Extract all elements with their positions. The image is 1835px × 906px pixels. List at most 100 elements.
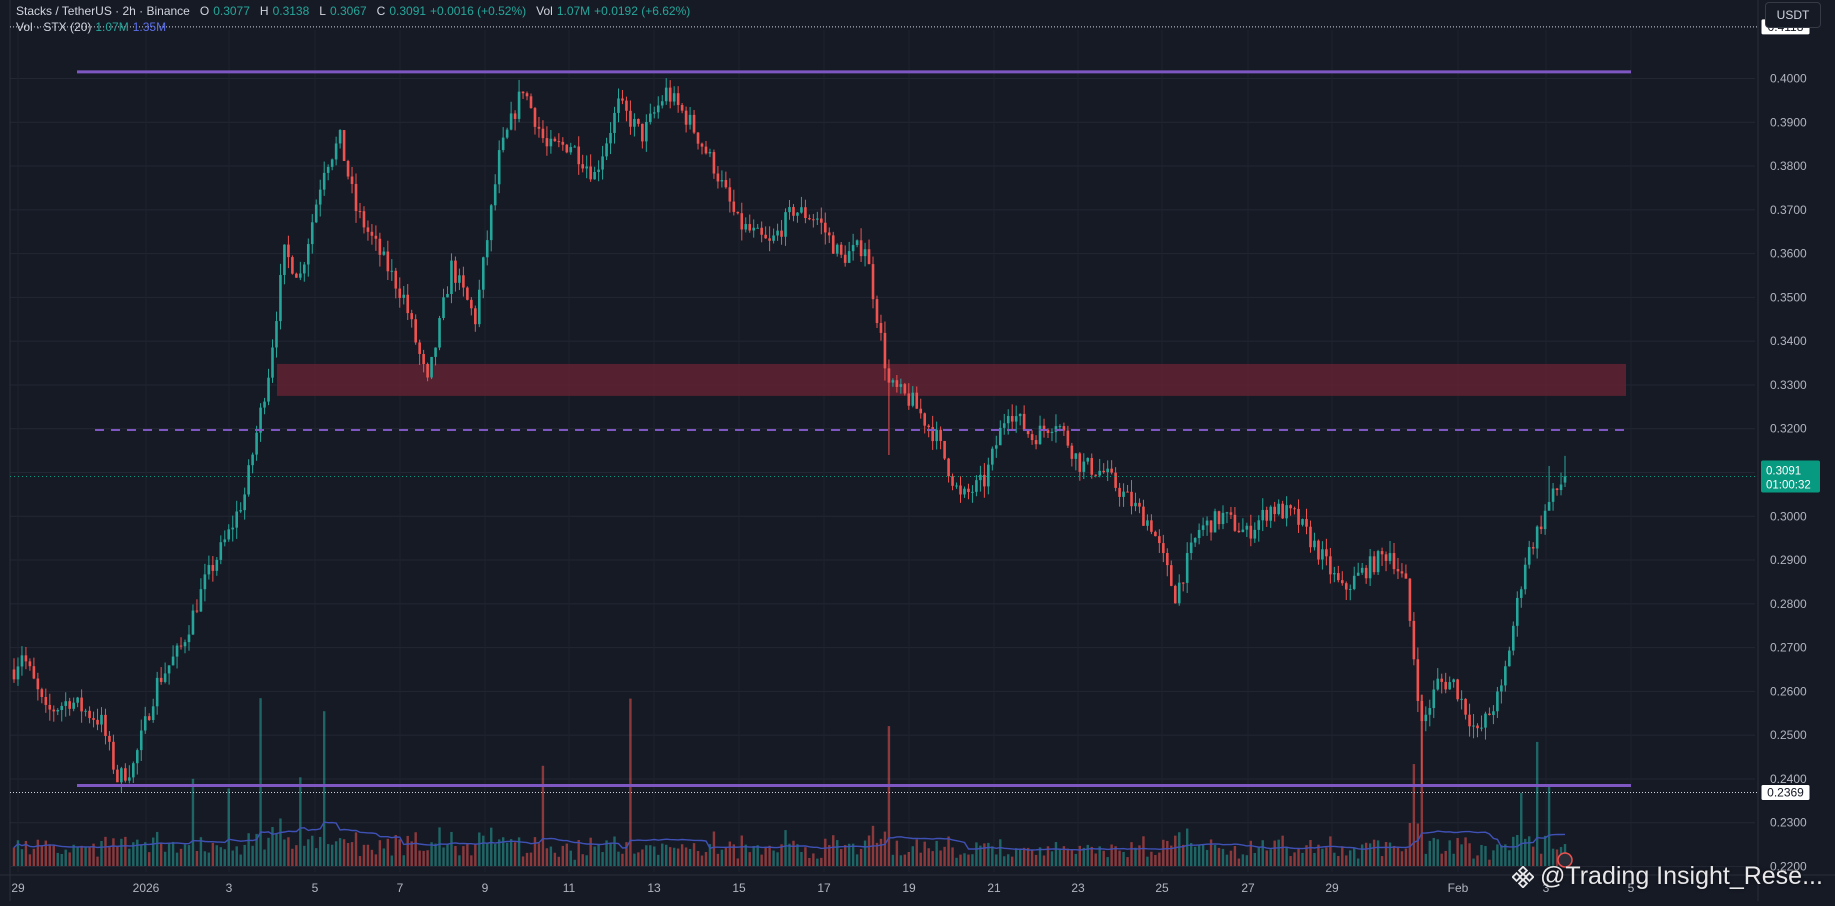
event-marker-icon[interactable] xyxy=(1557,852,1573,868)
volume-bar xyxy=(84,847,87,866)
candle-body xyxy=(744,224,748,230)
volume-bar xyxy=(796,844,799,866)
candle-body xyxy=(430,356,433,378)
candle-body xyxy=(867,249,871,265)
candle-body xyxy=(1555,488,1559,491)
volume-bar xyxy=(919,852,922,866)
volume-bar xyxy=(438,827,441,866)
volume-bar xyxy=(840,849,843,866)
symbol-title[interactable]: Stacks / TetherUS · 2h · Binance xyxy=(16,4,190,18)
volume-bar xyxy=(462,846,465,866)
candle-body xyxy=(991,448,994,465)
candle-body xyxy=(1150,520,1153,532)
volume-bar xyxy=(406,835,409,866)
x-tick-label: 23 xyxy=(1071,881,1085,895)
candle-body xyxy=(855,240,859,246)
volume-bar xyxy=(128,848,131,866)
candle-body xyxy=(279,274,282,322)
candle-body xyxy=(442,297,445,319)
candle-body xyxy=(342,130,346,161)
volume-bar xyxy=(124,836,127,866)
last-price-badge xyxy=(1761,460,1820,493)
volume-bar xyxy=(573,859,576,866)
candle-body xyxy=(36,678,40,690)
candle-body xyxy=(1110,468,1113,473)
volume-bar xyxy=(295,845,298,866)
volume-bar xyxy=(931,851,934,866)
currency-button[interactable]: USDT xyxy=(1765,2,1821,28)
volume-bar xyxy=(1142,836,1145,866)
candle-body xyxy=(609,132,612,144)
volume-bar xyxy=(171,841,175,866)
candle-body xyxy=(1082,461,1086,472)
candle-body xyxy=(175,645,179,657)
volume-bar xyxy=(1257,846,1260,866)
volume-bar xyxy=(1301,852,1304,866)
candle-body xyxy=(84,710,87,712)
candle-body xyxy=(1122,491,1125,497)
volume-bar xyxy=(672,847,676,866)
volume-bar xyxy=(836,840,839,866)
candle-body xyxy=(664,87,668,102)
candle-body xyxy=(318,189,322,205)
candle-body xyxy=(776,230,779,236)
x-tick-label: 9 xyxy=(482,881,489,895)
candle-body xyxy=(656,105,660,113)
candle-body xyxy=(155,677,159,707)
volume-bar xyxy=(1197,845,1201,866)
volume-bar xyxy=(665,844,668,866)
candle-body xyxy=(593,171,596,180)
legend-volume-row: Vol · STX (20) 1.07M 1.35M xyxy=(16,19,690,35)
candle-body xyxy=(147,716,151,721)
x-tick-label: 29 xyxy=(11,881,25,895)
volume-bar xyxy=(414,832,417,866)
volume-bar xyxy=(1078,845,1082,866)
volume-bar xyxy=(108,847,111,866)
volume-bar xyxy=(319,836,322,866)
volume-bar xyxy=(740,835,743,866)
candle-body xyxy=(1281,503,1284,519)
volume-indicator-title[interactable]: Vol · STX (20) xyxy=(16,20,92,34)
volume-bar xyxy=(684,847,688,866)
candle-body xyxy=(1233,514,1237,531)
x-tick-label: 29 xyxy=(1325,881,1339,895)
volume-bar xyxy=(581,854,584,866)
volume-bar xyxy=(708,844,712,866)
candle-body xyxy=(1476,725,1479,729)
high-value: 0.3138 xyxy=(272,4,310,18)
candle-body xyxy=(692,114,696,133)
volume-bar xyxy=(52,845,55,866)
volume-bar xyxy=(350,842,354,866)
volume-bar xyxy=(517,837,521,866)
price-badge-label: 0.2369 xyxy=(1767,786,1804,800)
volume-bar xyxy=(271,827,274,866)
volume-bar xyxy=(1011,856,1014,866)
volume-bar xyxy=(1452,853,1455,866)
volume-bar xyxy=(768,845,771,866)
volume-bar xyxy=(223,849,226,866)
volume-bar xyxy=(199,837,203,866)
x-tick-label: 27 xyxy=(1241,881,1255,895)
volume-bar xyxy=(1281,835,1284,866)
volume-bar xyxy=(565,843,568,866)
candle-body xyxy=(1436,678,1440,690)
candle-body xyxy=(104,714,107,736)
volume-bar xyxy=(736,858,739,866)
y-tick-label: 0.3200 xyxy=(1770,422,1807,436)
candle-body xyxy=(1189,542,1193,554)
volume-bar xyxy=(1158,852,1161,866)
volume-bar xyxy=(167,843,171,866)
volume-bar xyxy=(1551,848,1555,866)
volume-bar xyxy=(879,838,883,866)
volume-bar xyxy=(1261,840,1264,866)
price-change: +0.0016 (+0.52%) xyxy=(430,4,527,18)
volume-bar xyxy=(1162,839,1165,866)
resistance-zone[interactable] xyxy=(277,363,1626,396)
candle-body xyxy=(438,318,441,348)
candle-body xyxy=(875,299,879,324)
candle-body xyxy=(1002,423,1006,428)
candle-body xyxy=(1209,520,1213,533)
candle-body xyxy=(24,655,28,662)
